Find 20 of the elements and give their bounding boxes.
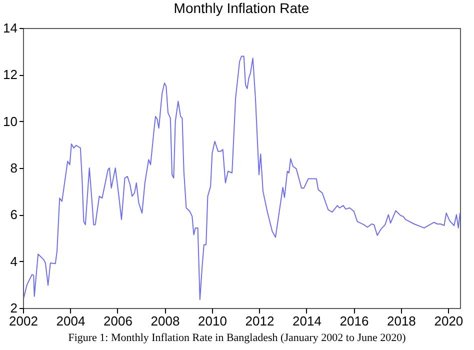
y-tick-label: 6 <box>10 207 18 222</box>
x-tick-label: 2008 <box>150 314 180 328</box>
x-tick-label: 2018 <box>386 314 416 328</box>
y-tick-label: 4 <box>10 254 18 269</box>
x-tick-label: 2016 <box>340 314 369 328</box>
y-tick-label: 12 <box>3 67 18 82</box>
x-tick-label: 2004 <box>56 314 86 328</box>
y-tick-label: 14 <box>3 20 18 36</box>
x-tick-label: 2002 <box>9 314 38 328</box>
chart-title: Monthly Inflation Rate <box>174 0 310 16</box>
caption: Figure 1: Monthly Inflation Rate in Bangladesh (January 2002 to June 2020) <box>68 332 406 344</box>
x-tick-label: 2006 <box>104 314 132 328</box>
x-tick-label: 2020 <box>434 314 464 328</box>
y-tick-label: 2 <box>10 300 18 316</box>
x-tick-label: 2014 <box>292 314 322 328</box>
y-tick-label: 8 <box>10 160 18 176</box>
x-tick-label: 2012 <box>245 314 274 328</box>
y-tick-label: 10 <box>3 114 18 129</box>
x-tick-label: 2010 <box>198 314 227 328</box>
line-series <box>23 56 460 300</box>
